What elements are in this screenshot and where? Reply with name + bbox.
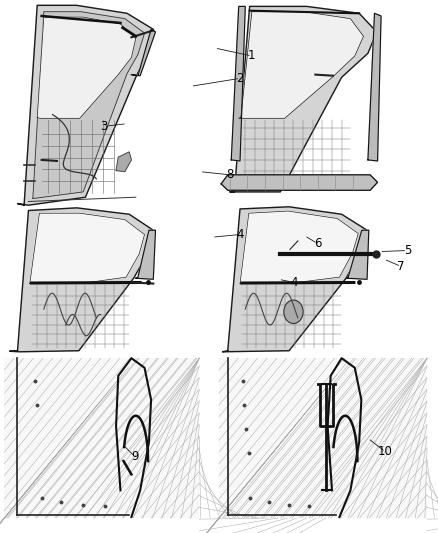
Circle shape [284,300,303,324]
Polygon shape [239,12,364,118]
Text: 1: 1 [248,50,256,62]
Text: 8: 8 [226,168,233,181]
Text: 5: 5 [404,244,411,257]
Text: 9: 9 [131,450,139,463]
Polygon shape [37,17,136,118]
Text: 7: 7 [397,260,405,273]
Polygon shape [30,213,145,284]
Polygon shape [221,175,378,190]
Polygon shape [131,29,155,76]
Polygon shape [240,211,358,284]
Text: 3: 3 [101,120,108,133]
Polygon shape [231,6,245,161]
Polygon shape [347,230,369,279]
Polygon shape [33,12,145,198]
Polygon shape [18,5,153,205]
Polygon shape [136,230,155,279]
Text: 10: 10 [378,446,393,458]
Text: 4: 4 [236,228,244,241]
Text: 4: 4 [290,276,298,289]
Polygon shape [10,208,153,352]
Polygon shape [230,6,377,192]
Bar [219,358,427,518]
Polygon shape [116,152,131,172]
Bar [4,358,199,518]
Polygon shape [368,13,381,161]
Text: 2: 2 [236,72,244,85]
Text: 6: 6 [314,237,321,250]
Polygon shape [223,207,367,352]
